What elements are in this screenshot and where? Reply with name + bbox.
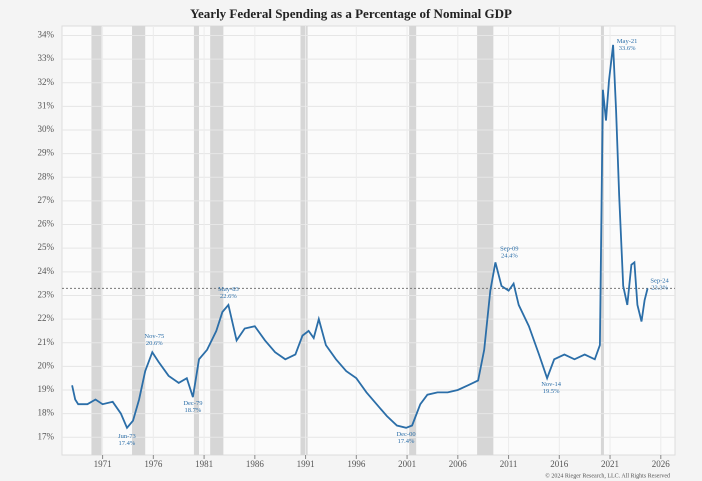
annotation-value: 18.7% — [185, 407, 202, 414]
series-line — [71, 44, 649, 430]
footer: © 2024 Rieger Research, LLC. All Rights … — [545, 472, 670, 479]
recession-band — [409, 26, 417, 455]
y-tick-label: 33% — [38, 53, 55, 63]
recession-band — [132, 26, 146, 455]
y-tick-label: 34% — [38, 30, 55, 40]
annotation-value: 17.4% — [119, 440, 136, 447]
annotation-value: 22.6% — [220, 293, 237, 300]
annotation-label: Dec-00 — [396, 431, 415, 438]
annotation-value: 23.3% — [651, 284, 668, 291]
recession-band — [91, 26, 102, 455]
annotation-value: 19.5% — [543, 388, 560, 395]
x-tick-label: 1976 — [144, 459, 163, 469]
plot-area — [61, 25, 676, 456]
annotation-label: Sep-24 — [650, 277, 669, 284]
annotation-label: Jun-73 — [118, 433, 136, 440]
annotation-label: May-83 — [218, 286, 239, 293]
annotation-label: Dec-79 — [183, 400, 202, 407]
y-tick-label: 29% — [38, 148, 55, 158]
y-tick-label: 20% — [38, 360, 55, 370]
x-tick-label: 1991 — [297, 459, 315, 469]
annotation-value: 33.6% — [619, 45, 636, 52]
y-tick-label: 17% — [38, 431, 55, 441]
recession-band — [600, 26, 604, 455]
y-tick-label: 32% — [38, 77, 55, 87]
y-tick-label: 31% — [38, 100, 55, 110]
annotation-label: Nov-14 — [541, 381, 562, 388]
annotation-value: 24.4% — [501, 252, 518, 259]
x-tick-label: 2021 — [601, 459, 619, 469]
x-tick-label: 1996 — [347, 459, 366, 469]
x-tick-label: 2011 — [500, 459, 518, 469]
x-tick-label: 2026 — [652, 459, 671, 469]
y-tick-label: 27% — [38, 195, 55, 205]
annotation-label: May-21 — [617, 38, 638, 45]
recession-band — [210, 26, 224, 455]
y-tick-label: 26% — [38, 219, 55, 229]
annotation-label: Sep-09 — [500, 245, 518, 252]
y-tick-label: 19% — [38, 384, 55, 394]
y-tick-label: 22% — [38, 313, 55, 323]
recession-band — [477, 26, 494, 455]
x-tick-label: 2006 — [449, 459, 468, 469]
y-tick-label: 18% — [38, 408, 55, 418]
y-tick-label: 24% — [38, 266, 55, 276]
chart-title: Yearly Federal Spending as a Percentage … — [190, 6, 512, 21]
x-tick-label: 1981 — [195, 459, 213, 469]
recession-band — [300, 26, 308, 455]
y-tick-label: 21% — [38, 337, 55, 347]
y-tick-label: 25% — [38, 242, 55, 252]
annotation-value: 20.6% — [146, 340, 163, 347]
y-tick-label: 23% — [38, 290, 55, 300]
y-tick-label: 30% — [38, 124, 55, 134]
x-tick-label: 1971 — [94, 459, 112, 469]
annotation-value: 17.4% — [398, 438, 415, 445]
annotation-label: Nov-75 — [144, 333, 164, 340]
x-tick-label: 2001 — [398, 459, 416, 469]
recession-band — [193, 26, 200, 455]
x-tick-label: 1986 — [246, 459, 265, 469]
x-tick-label: 2016 — [550, 459, 569, 469]
y-tick-label: 28% — [38, 171, 55, 181]
